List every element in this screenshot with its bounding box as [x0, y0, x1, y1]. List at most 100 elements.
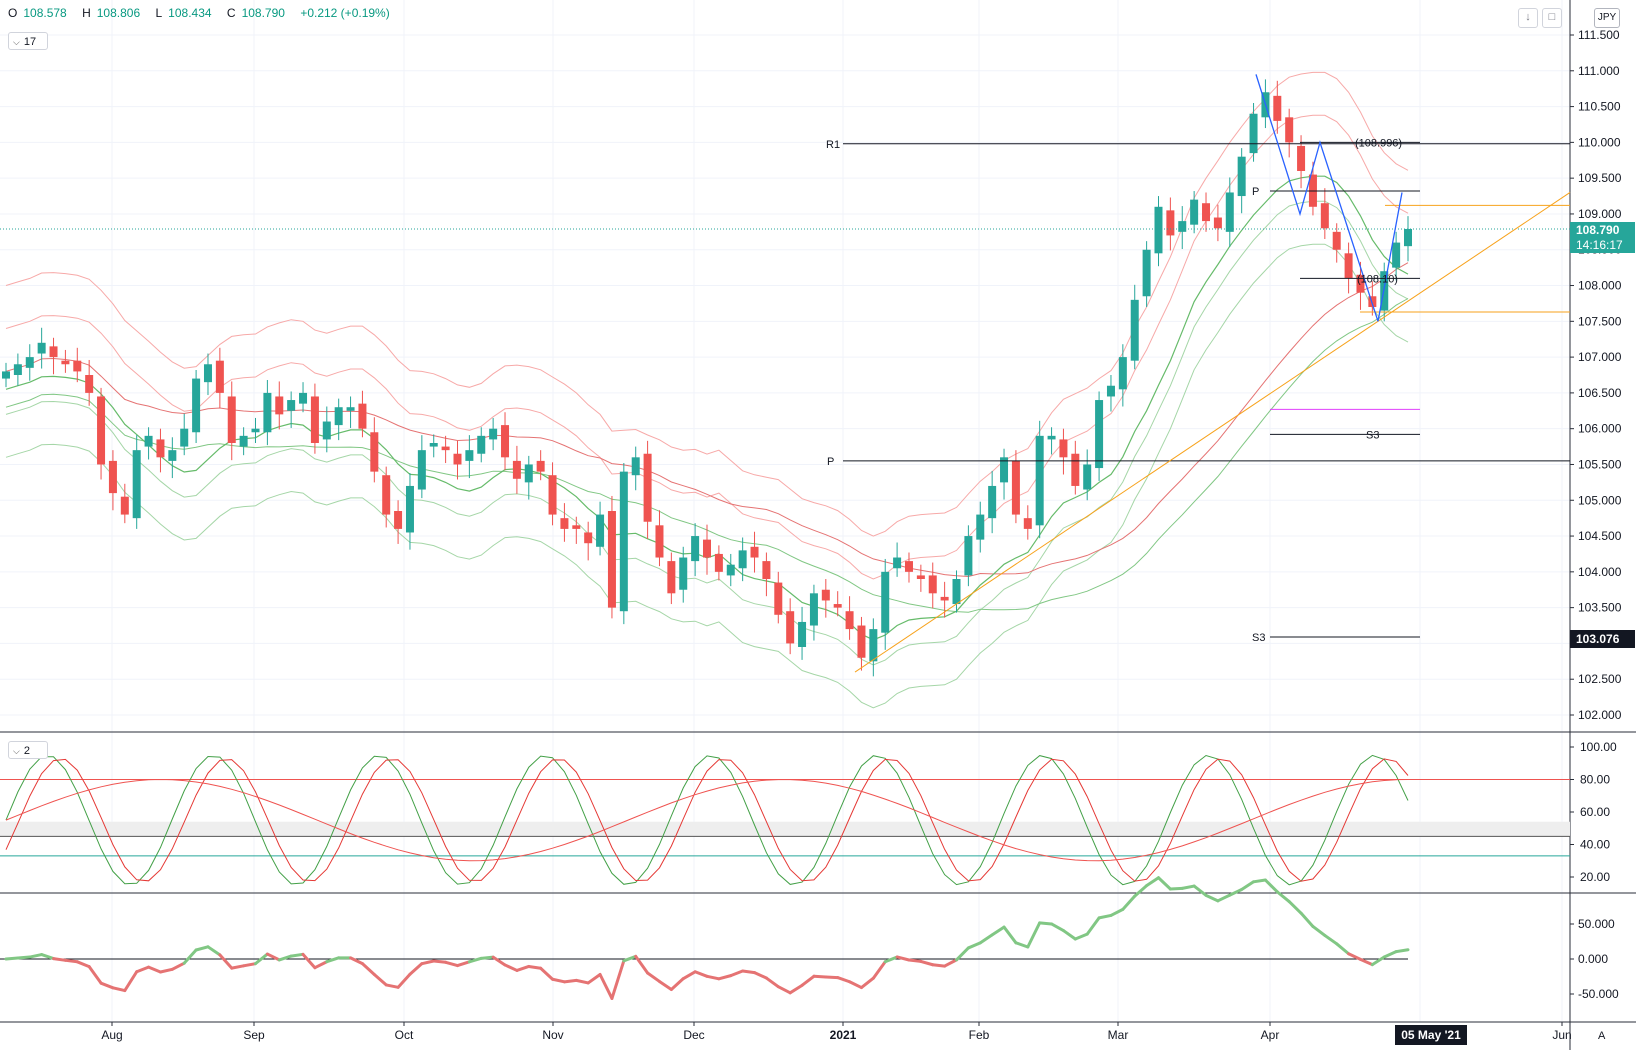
candle-body [1297, 145, 1306, 171]
candle-body [192, 378, 201, 433]
momentum-segment [1180, 884, 1196, 890]
candle-body [536, 460, 545, 472]
momentum-segment [87, 965, 103, 985]
momentum-segment [1382, 950, 1398, 959]
lower-band-inner [5, 200, 1409, 666]
candle-body [738, 550, 747, 569]
candle-body [227, 396, 236, 443]
time-tick-label: Oct [395, 1028, 414, 1042]
candle-body [2, 371, 10, 379]
price-tick-label: 109.000 [1578, 207, 1622, 221]
momentum-segment [1240, 880, 1256, 892]
candle-body [809, 593, 818, 626]
price-tick-label: 108.000 [1578, 279, 1622, 293]
candle-body [691, 536, 700, 562]
time-tick-label: Mar [1108, 1028, 1129, 1042]
candle-body [215, 360, 224, 393]
momentum-segment [206, 945, 222, 957]
candle-body [1166, 210, 1175, 236]
momentum-segment [729, 969, 745, 978]
candle-body [417, 450, 426, 490]
momentum-segment [1109, 907, 1125, 917]
candle-body [61, 360, 70, 365]
candle-body [726, 564, 735, 576]
candle-body [631, 457, 640, 476]
momentum-segment [1002, 925, 1018, 945]
time-tick-label: Nov [542, 1028, 563, 1042]
candle-body [893, 557, 902, 569]
auto-scale-button[interactable]: A [1598, 1030, 1606, 1042]
momentum-segment [230, 964, 246, 970]
s3-label-2: S3 [1252, 632, 1265, 644]
currency-label[interactable]: JPY [1594, 8, 1620, 28]
momentum-segment [479, 955, 495, 960]
candle-body [1320, 203, 1329, 229]
momentum-segment [1145, 876, 1160, 888]
time-tick-label: Feb [969, 1028, 990, 1042]
candle-body [465, 450, 474, 461]
momentum-segment [1299, 911, 1315, 928]
candle-body [786, 611, 795, 644]
candle-body [1249, 113, 1258, 154]
candle-body [453, 453, 462, 465]
momentum-segment [1121, 894, 1137, 911]
momentum-segment [1311, 924, 1327, 937]
momentum-segment [551, 977, 566, 984]
momentum-segment [978, 933, 994, 945]
momentum-segment [1252, 878, 1267, 884]
candle-body [13, 364, 22, 375]
candle-body [1178, 221, 1187, 232]
momentum-segment [301, 952, 317, 970]
momentum-segment [895, 955, 911, 962]
candle-body [1000, 457, 1009, 483]
candle-body [928, 575, 937, 594]
fib-top-label: (108.996) [1355, 137, 1402, 149]
osc-tick-label: 60.00 [1580, 805, 1610, 819]
high-label: H [82, 6, 91, 20]
price-tick-label: 102.500 [1578, 672, 1622, 686]
candle-body [1071, 453, 1080, 486]
momentum-segment [40, 953, 56, 961]
maximize-icon[interactable]: □ [1542, 8, 1562, 28]
candle-body [750, 546, 759, 558]
momentum-segment [1204, 893, 1220, 903]
fib-bottom-label: (108.10) [1357, 273, 1398, 285]
candle-body [1285, 117, 1294, 143]
momentum-segment [955, 946, 970, 962]
momentum-segment [788, 983, 804, 995]
wave-projection [1255, 74, 1403, 322]
momentum-segment [824, 975, 840, 980]
momentum-segment [289, 952, 305, 958]
momentum-segment [408, 962, 424, 976]
momentum-segment [420, 959, 436, 966]
momentum-segment [384, 983, 400, 989]
candle-body [156, 439, 165, 458]
momentum-segment [28, 953, 44, 959]
download-icon[interactable]: ↓ [1518, 8, 1538, 28]
momentum-segment [776, 985, 792, 995]
osc-indicators-toggle[interactable]: ⌵ 2 [8, 741, 48, 759]
candle-body [120, 496, 129, 515]
momentum-segment [16, 955, 32, 960]
candle-body [25, 357, 34, 368]
current-date-box [1395, 1025, 1467, 1045]
momentum-segment [432, 959, 448, 964]
main-indicators-toggle[interactable]: ⌵ 17 [8, 32, 48, 50]
momentum-segment [135, 965, 151, 974]
upper-band-inner [5, 114, 1409, 580]
momentum-segment [242, 962, 258, 968]
price-tick-label: 105.000 [1578, 493, 1622, 507]
candle-body [916, 575, 925, 579]
candle-body [774, 582, 783, 615]
candle-body [358, 403, 367, 429]
momentum-segment [1026, 921, 1042, 949]
time-tick-label: Sep [243, 1028, 265, 1042]
momentum-segment [539, 966, 555, 981]
candle-body [1106, 385, 1115, 397]
candle-body [97, 396, 106, 465]
price-tick-label: 110.500 [1578, 100, 1621, 114]
r1-label: R1 [826, 139, 840, 151]
candle-body [1130, 299, 1139, 361]
moving-average-slow [5, 262, 1409, 578]
